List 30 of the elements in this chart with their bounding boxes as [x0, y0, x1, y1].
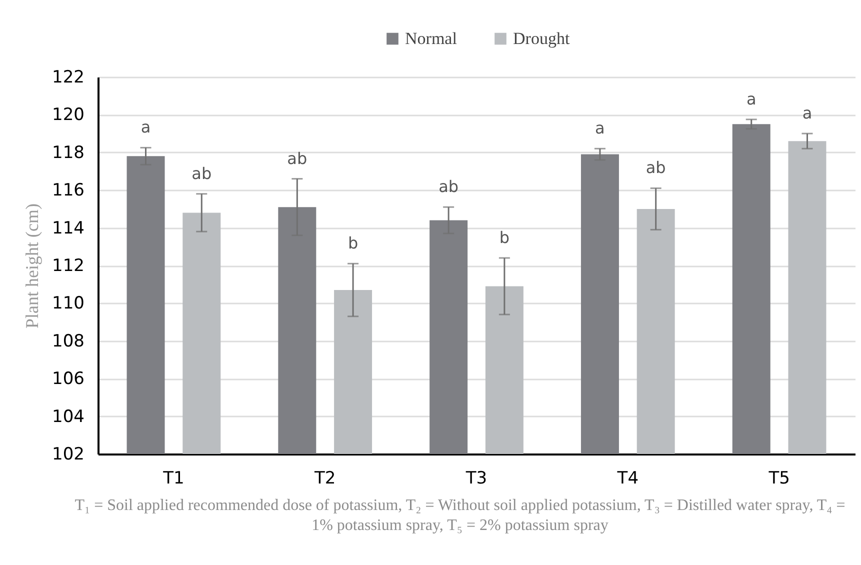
data-label: ab	[192, 164, 212, 183]
y-tick-label: 106	[52, 369, 84, 390]
data-label: a	[802, 104, 812, 123]
y-tick-label: 120	[52, 105, 84, 126]
text: T₁ = Soil applied recommended dose of potassium, T₂ = Without soil applied potassium, T₃ = Distilled water spray, T₄ = 1% potassium spray, T₅ = 2% potassium spray	[74, 496, 846, 536]
y-tick-label: 114	[52, 218, 84, 238]
legend-label: Normal	[405, 28, 458, 48]
y-tick-label: 108	[52, 331, 84, 352]
y-tick-label: 102	[52, 444, 84, 464]
data-label: b	[499, 228, 510, 247]
x-tick-label: T4	[616, 468, 638, 488]
x-tick-label: T5	[768, 468, 790, 488]
x-tick-label: T3	[464, 468, 488, 488]
data-label: ab	[646, 158, 666, 178]
legend-label: Drought	[513, 28, 570, 48]
x-tick-label: T2	[314, 468, 336, 488]
y-axis-title: Plant height (cm)	[22, 204, 42, 328]
y-tick-label: 116	[52, 180, 84, 201]
data-label: a	[595, 118, 605, 138]
data-label: a	[140, 118, 151, 137]
data-label: b	[348, 234, 358, 253]
y-tick-label: 118	[52, 142, 84, 163]
data-label: a	[746, 89, 756, 108]
y-tick-label: 104	[52, 406, 84, 427]
y-tick-label: 110	[52, 294, 84, 314]
y-tick-label: 112	[52, 256, 84, 276]
data-label: ab	[438, 177, 459, 196]
x-tick-label: T1	[162, 468, 184, 488]
y-tick-label: 122	[52, 68, 84, 88]
data-label: ab	[287, 148, 308, 168]
